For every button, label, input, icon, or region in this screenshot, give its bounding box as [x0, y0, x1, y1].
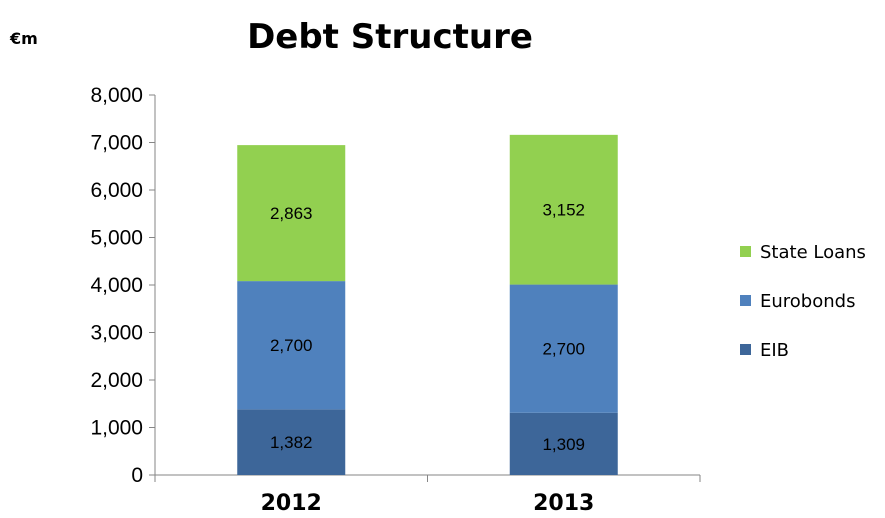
- data-label: 1,382: [270, 433, 313, 452]
- y-tick-label: 6,000: [90, 179, 143, 202]
- legend-label: Eurobonds: [760, 291, 855, 312]
- legend-swatch: [740, 246, 751, 257]
- x-tick-label: 2013: [533, 491, 594, 516]
- data-labels: 1,382 2,700 2,863 1,309 2,700 3,152: [270, 201, 585, 454]
- axes: 0 1,000 2,000 3,000 4,000 5,000 6,000 7,000 8,00…: [90, 84, 701, 516]
- bar-segment-eurobonds-2013: [509, 284, 618, 413]
- bar-segment-eib-2013: [509, 412, 618, 475]
- y-tick-label: 5,000: [90, 227, 143, 250]
- unit-label: €m: [9, 29, 38, 48]
- bar-segment-state-loans-2012: [237, 145, 346, 282]
- y-tick-label: 2,000: [90, 369, 143, 392]
- legend-label: State Loans: [760, 242, 866, 263]
- legend-swatch: [740, 295, 751, 306]
- legend-label: EIB: [760, 340, 789, 361]
- legend-swatch: [740, 344, 751, 355]
- bar-segment-state-loans-2013: [509, 134, 618, 285]
- y-tick-label: 4,000: [90, 274, 143, 297]
- data-label: 2,700: [542, 340, 585, 359]
- legend: State Loans Eurobonds EIB: [740, 242, 866, 361]
- chart-title: Debt Structure: [247, 17, 533, 57]
- y-tick-label: 0: [131, 464, 143, 487]
- data-label: 2,700: [270, 336, 313, 355]
- y-tick-label: 8,000: [90, 84, 143, 107]
- y-tick-label: 3,000: [90, 322, 143, 345]
- x-tick-label: 2012: [261, 491, 322, 516]
- data-label: 3,152: [542, 201, 585, 220]
- bar-segment-eurobonds-2012: [237, 281, 346, 410]
- data-label: 2,863: [270, 204, 313, 223]
- bars: [237, 134, 618, 475]
- y-tick-label: 1,000: [90, 417, 143, 440]
- bar-segment-eib-2012: [237, 409, 346, 475]
- data-label: 1,309: [542, 435, 585, 454]
- y-tick-label: 7,000: [90, 132, 143, 155]
